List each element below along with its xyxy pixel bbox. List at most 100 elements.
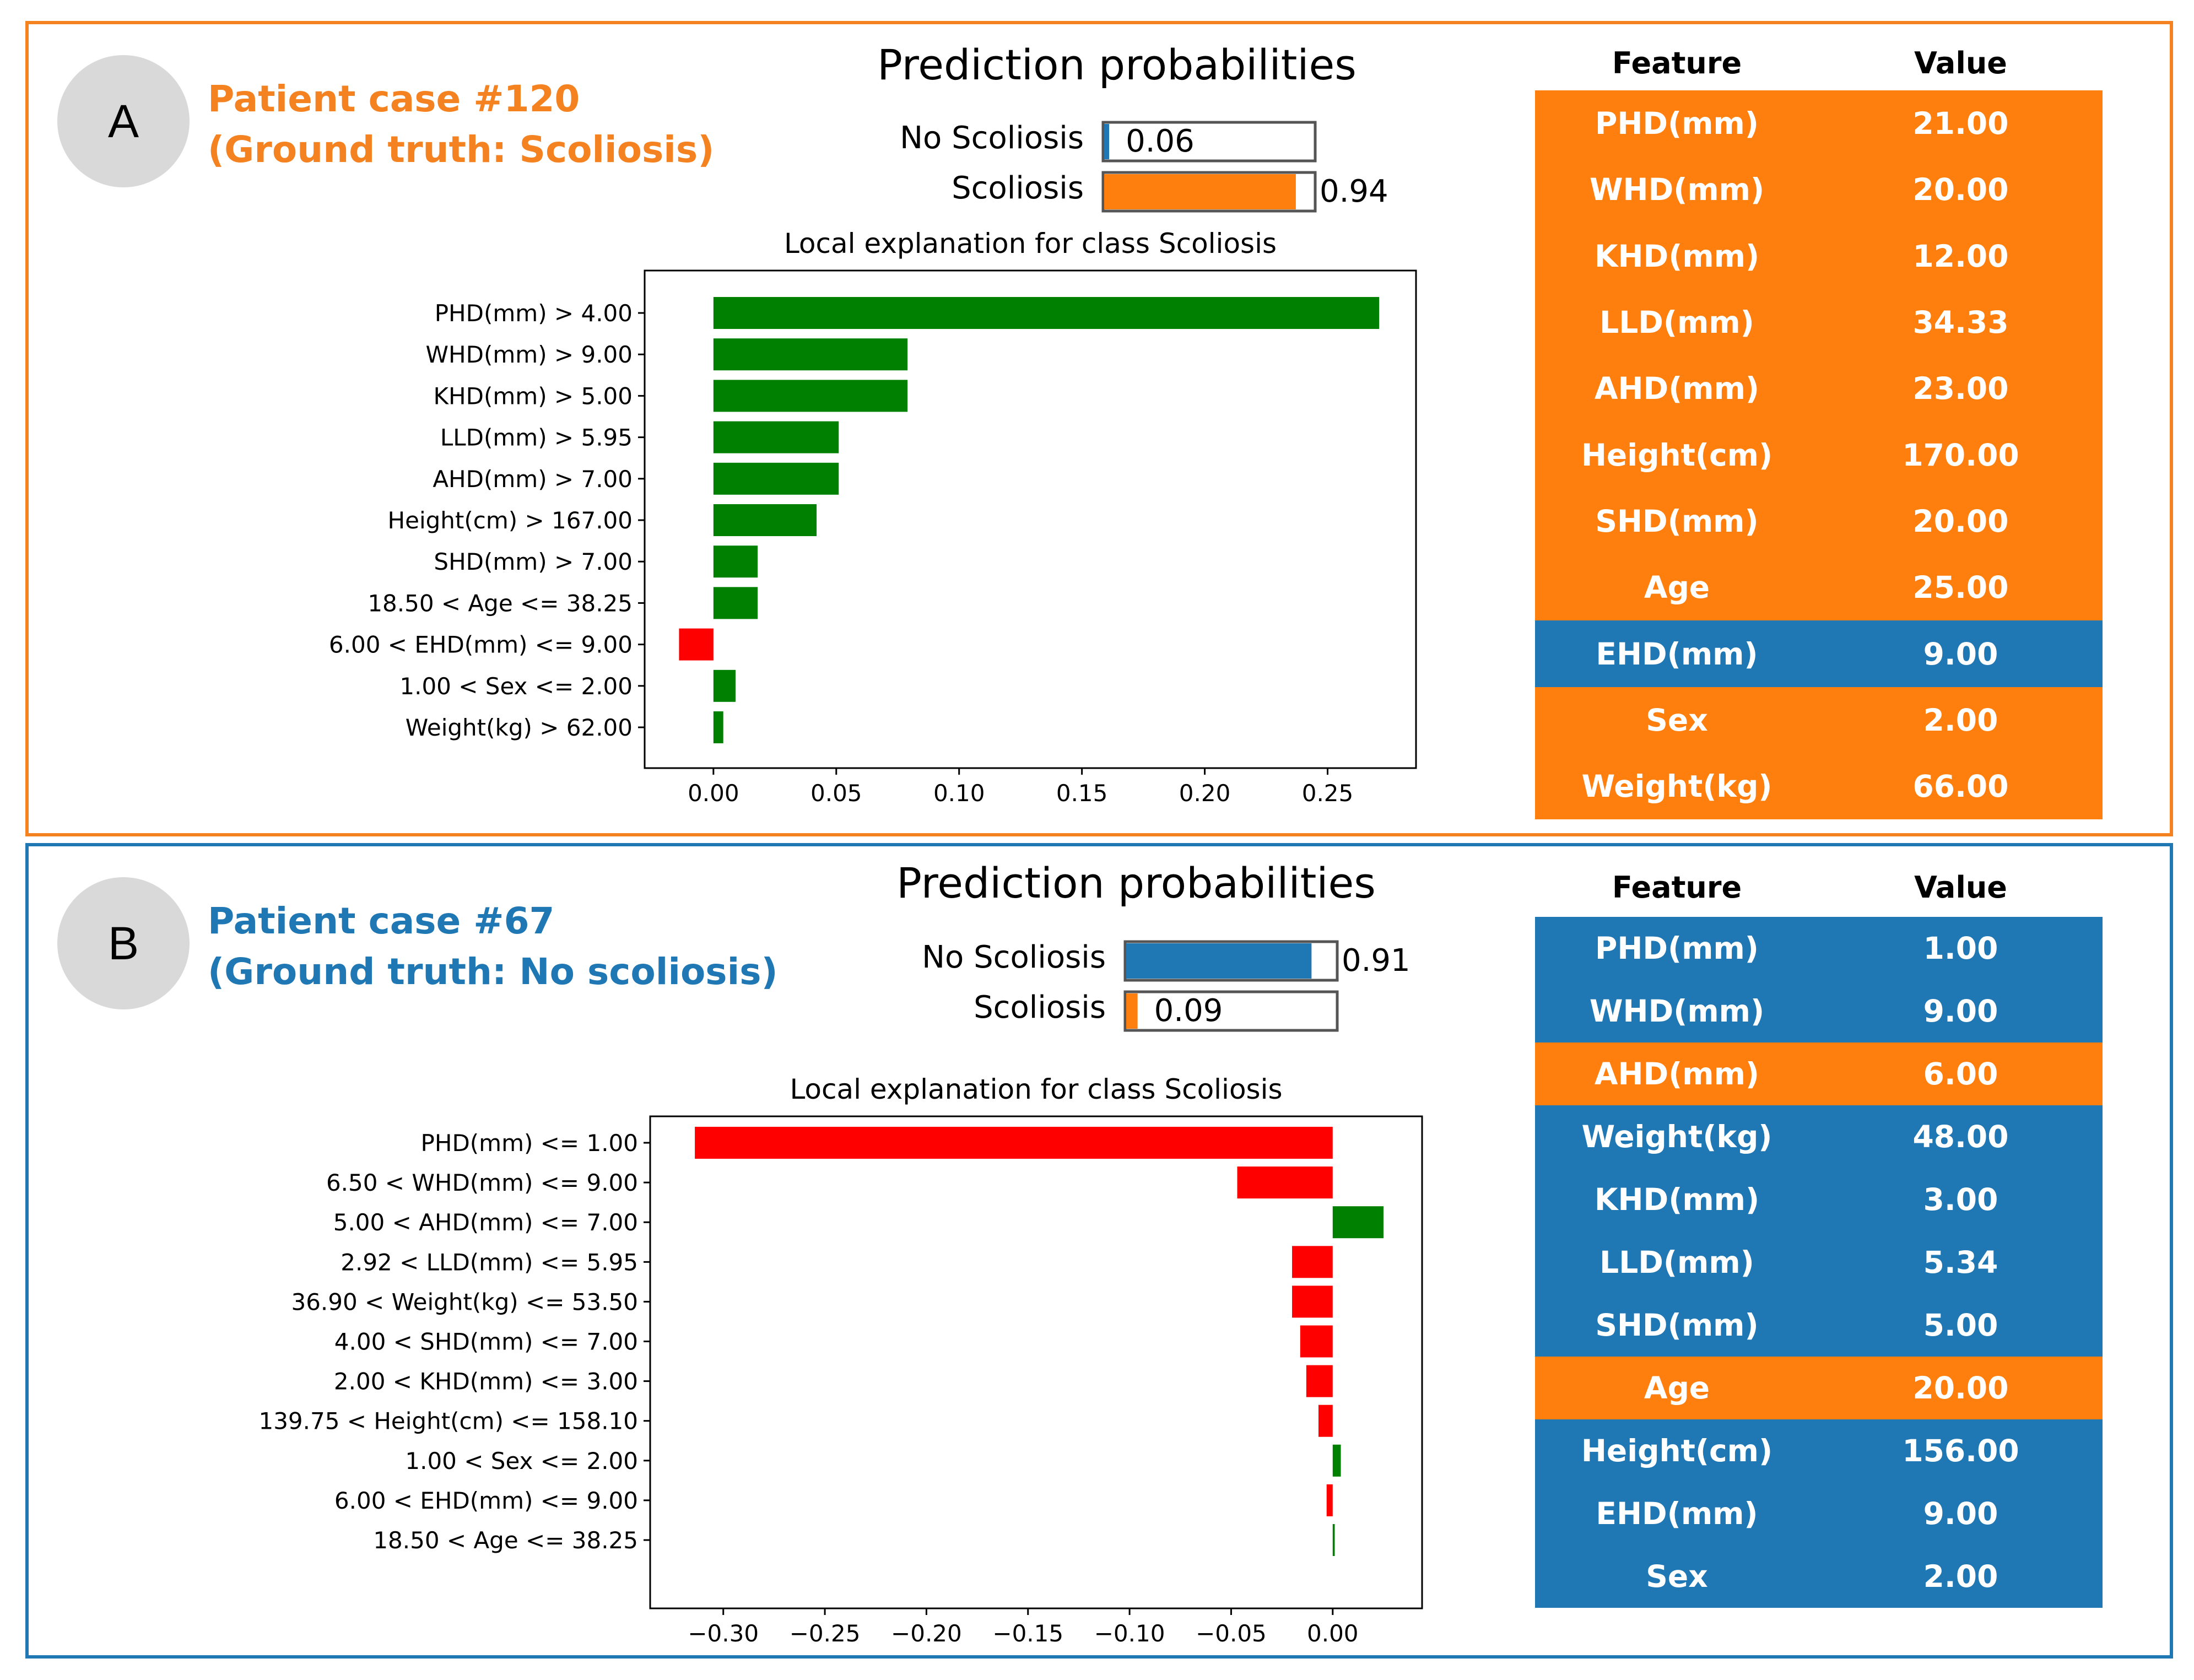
table-row: PHD(mm) 21.00 (1535, 90, 2103, 157)
feature-cell: AHD(mm) (1594, 371, 1760, 407)
table-row: EHD(mm) 9.00 (1535, 620, 2103, 687)
explanation-bar (1332, 1444, 1341, 1477)
x-tick-label: 0.10 (933, 780, 985, 807)
x-tick-label: −0.25 (790, 1620, 861, 1647)
case-title: Patient case #67 (208, 900, 555, 942)
x-tick-label: 0.05 (810, 780, 862, 807)
category-label: LLD(mm) > 5.95 (440, 424, 633, 451)
value-cell: 9.00 (1923, 636, 1998, 672)
explanation-bar (1332, 1524, 1335, 1556)
feature-cell: EHD(mm) (1596, 636, 1758, 672)
value-cell: 20.00 (1912, 503, 2009, 539)
case-heading: Patient case #120 (Ground truth: Scolios… (208, 74, 714, 175)
category-label: 18.50 < Age <= 38.25 (368, 590, 633, 617)
table-row: LLD(mm) 34.33 (1535, 289, 2103, 356)
category-label: 2.00 < KHD(mm) <= 3.00 (334, 1368, 638, 1395)
feature-cell: SHD(mm) (1595, 1308, 1759, 1343)
category-label: Weight(kg) > 62.00 (406, 714, 633, 741)
explanation-bar (1326, 1484, 1333, 1516)
explanation-bar (713, 297, 1380, 329)
category-label: 139.75 < Height(cm) <= 158.10 (258, 1408, 638, 1435)
value-cell: 23.00 (1912, 371, 2009, 407)
explanation-bar (1318, 1404, 1333, 1437)
feature-cell: Sex (1646, 1559, 1708, 1594)
x-tick-label: −0.15 (992, 1620, 1063, 1647)
feature-table-a: Feature Value PHD(mm) 21.00 WHD(mm) 20.00 KHD(… (1535, 35, 2103, 820)
value-cell: 66.00 (1912, 769, 2009, 804)
explanation-bar (713, 462, 839, 495)
explanation-bar (1292, 1246, 1333, 1278)
value-cell: 2.00 (1923, 702, 1998, 738)
category-label: 1.00 < Sex <= 2.00 (399, 673, 633, 700)
category-label: 6.00 < EHD(mm) <= 9.00 (334, 1487, 638, 1514)
feature-cell: LLD(mm) (1599, 1245, 1754, 1280)
prob-class-label: No Scoliosis (900, 120, 1084, 156)
value-cell: 25.00 (1912, 570, 2009, 606)
prob-bar-fill (1126, 993, 1138, 1029)
table-row: KHD(mm) 3.00 (1535, 1168, 2103, 1231)
case-heading: Patient case #67 (Ground truth: No scoli… (208, 896, 778, 997)
table-row: Weight(kg) 48.00 (1535, 1105, 2103, 1168)
feature-cell: Age (1644, 1370, 1710, 1406)
value-cell: 12.00 (1912, 238, 2009, 274)
feature-cell: WHD(mm) (1589, 993, 1765, 1029)
prob-bar-frame (1101, 121, 1317, 163)
feature-cell: LLD(mm) (1599, 305, 1754, 341)
x-tick-label: −0.10 (1094, 1620, 1165, 1647)
explanation-bar (713, 711, 723, 743)
explanation-bar (1306, 1365, 1333, 1397)
badge-letter: B (107, 917, 139, 969)
header-feature: Feature (1612, 45, 1742, 80)
table-row: AHD(mm) 6.00 (1535, 1042, 2103, 1105)
explanation-bar (713, 338, 908, 371)
value-cell: 170.00 (1902, 437, 2019, 473)
badge-letter: A (107, 95, 139, 147)
table-row: Height(cm) 156.00 (1535, 1419, 2103, 1482)
case-title: Patient case #120 (208, 78, 580, 120)
category-label: 2.92 < LLD(mm) <= 5.95 (341, 1249, 638, 1276)
ground-truth: (Ground truth: Scoliosis) (208, 128, 715, 171)
table-row: EHD(mm) 9.00 (1535, 1482, 2103, 1545)
panel-a: A Patient case #120 (Ground truth: Scoli… (25, 21, 2173, 836)
category-label: 1.00 < Sex <= 2.00 (405, 1447, 638, 1474)
category-label: 6.00 < EHD(mm) <= 9.00 (329, 631, 633, 658)
feature-cell: Age (1644, 570, 1710, 606)
category-label: 5.00 < AHD(mm) <= 7.00 (333, 1209, 638, 1236)
x-tick-label: 0.25 (1302, 780, 1354, 807)
header-value: Value (1914, 869, 2007, 905)
category-label: 6.50 < WHD(mm) <= 9.00 (326, 1169, 638, 1196)
feature-cell: Weight(kg) (1581, 1119, 1773, 1154)
chart-a: Prediction probabilities No Scoliosis 0.06… (329, 40, 1417, 807)
explanation-bar (1237, 1166, 1333, 1199)
table-row: PHD(mm) 1.00 (1535, 917, 2103, 980)
feature-cell: KHD(mm) (1594, 238, 1760, 274)
value-cell: 2.00 (1923, 1559, 1998, 1594)
category-label: PHD(mm) <= 1.00 (421, 1130, 638, 1157)
feature-cell: Weight(kg) (1581, 769, 1773, 804)
feature-cell: SHD(mm) (1595, 503, 1759, 539)
category-label: 36.90 < Weight(kg) <= 53.50 (291, 1288, 638, 1315)
prediction-title: Prediction probabilities (877, 40, 1357, 89)
table-row: Sex 2.00 (1535, 687, 2103, 753)
table-row: Age 20.00 (1535, 1357, 2103, 1419)
explanation-title: Local explanation for class Scoliosis (784, 228, 1277, 260)
x-tick-label: −0.05 (1196, 1620, 1267, 1647)
feature-cell: PHD(mm) (1595, 931, 1759, 966)
value-cell: 34.33 (1912, 305, 2009, 341)
category-label: Height(cm) > 167.00 (388, 507, 633, 534)
prob-bar-fill (1104, 174, 1296, 209)
feature-cell: AHD(mm) (1594, 1056, 1760, 1092)
value-cell: 156.00 (1902, 1433, 2019, 1468)
table-row: LLD(mm) 5.34 (1535, 1231, 2103, 1294)
feature-cell: Height(cm) (1581, 437, 1773, 473)
prob-value-label: 0.06 (1126, 123, 1195, 159)
value-cell: 3.00 (1923, 1182, 1998, 1217)
explanation-bar (713, 669, 736, 702)
prob-class-label: Scoliosis (974, 990, 1106, 1025)
panel-b: B Patient case #67 (Ground truth: No sco… (25, 843, 2173, 1659)
explanation-bar (713, 380, 908, 412)
table-row: SHD(mm) 5.00 (1535, 1294, 2103, 1357)
x-tick-label: −0.30 (688, 1620, 759, 1647)
explanation-bar (713, 545, 758, 578)
table-row: Sex 2.00 (1535, 1545, 2103, 1608)
